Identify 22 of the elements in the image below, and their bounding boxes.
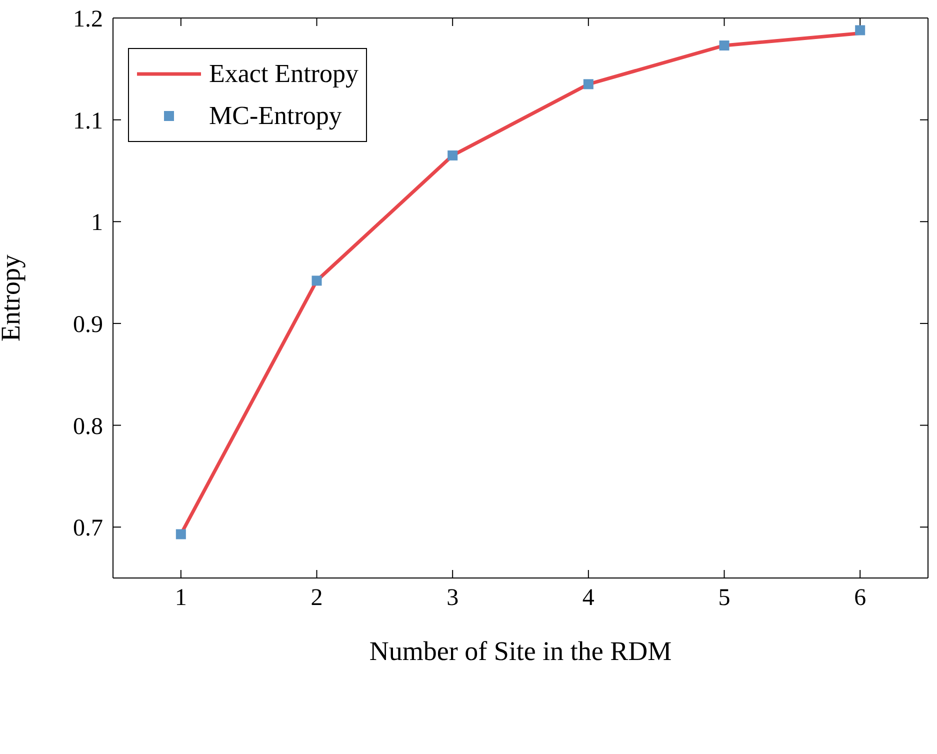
y-tick-label: 1.2 <box>73 6 103 33</box>
point <box>448 150 458 160</box>
y-axis-title: Entropy <box>0 254 26 342</box>
x-tick-label: 5 <box>718 585 730 612</box>
y-tick-label: 0.8 <box>73 414 103 440</box>
y-tick-label: 1.1 <box>73 108 103 134</box>
point <box>719 40 730 50</box>
point <box>176 529 186 540</box>
legend-label: MC-Entropy <box>209 101 342 131</box>
y-tick-label: 0.9 <box>73 312 103 338</box>
legend-label: Exact Entropy <box>209 59 358 89</box>
point <box>312 276 322 286</box>
x-tick-label: 4 <box>582 585 594 612</box>
y-tick-label: 0.7 <box>73 516 103 542</box>
x-tick-label: 3 <box>446 585 459 612</box>
y-tick-label: 1 <box>91 210 103 236</box>
point <box>855 25 866 36</box>
x-tick-label: 1 <box>174 585 187 612</box>
x-tick-label: 2 <box>310 585 323 612</box>
x-tick-label: 6 <box>854 585 866 612</box>
x-axis-title: Number of Site in the RDM <box>369 636 672 666</box>
point <box>583 79 594 90</box>
